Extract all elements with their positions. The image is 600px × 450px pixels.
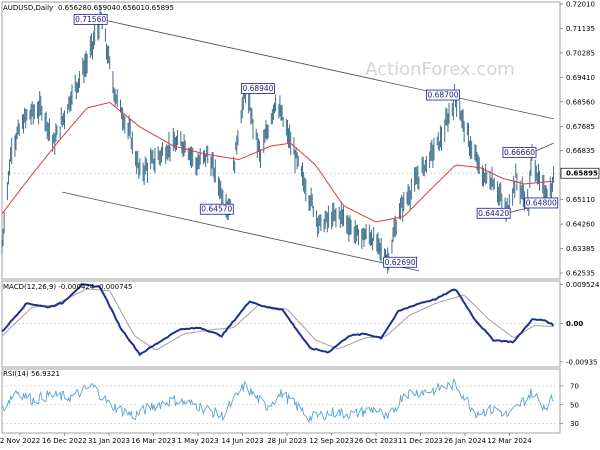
trendline-channel-top (101, 18, 554, 120)
rsi-title: RSI(14) 56.9321 (3, 370, 60, 378)
x-tick-label: 16 Dec 2022 (42, 437, 87, 445)
price-tick-label: 0.71135 (566, 25, 595, 33)
annotation-label: 0.64420 (478, 209, 509, 218)
annotation-box (476, 207, 511, 219)
rsi-tick-label: 50 (570, 401, 579, 409)
macd-tick-label: 0.009524 (566, 281, 600, 289)
ohlc-high: 0.65904 (87, 4, 116, 12)
macd-tick-label: 0.00 (566, 320, 583, 328)
x-tick-label: 28 Jul 2023 (267, 437, 307, 445)
annotation-box (502, 147, 537, 158)
macd-signal-line (1, 288, 554, 351)
x-tick-label: 11 Dec 2023 (398, 437, 443, 445)
price-tick-label: 0.62535 (566, 270, 595, 278)
chart-symbol: AUDUSD,Daily (3, 4, 53, 12)
annotation-label: 0.64800 (526, 198, 557, 207)
x-tick-label: 31 Jan 2023 (88, 437, 130, 445)
price-tick-label: 0.67685 (566, 123, 595, 131)
x-tick-label: 26 Oct 2023 (354, 437, 397, 445)
price-tick-label: 0.69410 (566, 74, 595, 82)
watermark: ActionForex.com (365, 59, 515, 80)
x-tick-label: 12 Sep 2023 (309, 437, 353, 445)
ohlc-close: 0.65895 (145, 4, 174, 12)
macd-line (1, 283, 555, 357)
annotation-label: 0.68700 (428, 91, 459, 100)
price-tick-label: 0.68560 (566, 98, 595, 106)
annotation-label: 0.68940 (242, 84, 273, 93)
x-tick-label: 1 May 2023 (177, 437, 218, 445)
annotation-box (199, 203, 234, 215)
macd-tick-label: -0.00935 (566, 358, 597, 366)
annotation-box (383, 256, 418, 268)
macd-title: MACD(12,26,9) -0.000424 -0.000745 (3, 283, 132, 291)
last-price-box (560, 167, 600, 179)
trendline-channel-bottom (62, 191, 419, 272)
rsi-tick-label: 70 (570, 382, 579, 390)
annotation-label: 0.62690 (385, 258, 416, 267)
price-tick-label: 0.63385 (566, 245, 595, 253)
price-tick-label: 0.64260 (566, 221, 595, 229)
rsi-line (1, 378, 554, 424)
x-tick-label: 16 Mar 2023 (131, 437, 175, 445)
rsi-panel-frame (1, 368, 561, 434)
price-tick-label: 0.66835 (566, 147, 595, 155)
price-panel-frame (1, 1, 561, 280)
annotation-box (241, 83, 275, 94)
macd-panel-frame (1, 280, 561, 368)
annotation-label: 0.64570 (201, 205, 232, 214)
price-tick-label: 0.70285 (566, 49, 595, 57)
annotation-label: 0.66660 (504, 148, 535, 157)
price-tick-label: 0.72010 (566, 1, 595, 9)
annotation-box (73, 13, 108, 25)
price-tick-label: 0.65110 (566, 196, 595, 204)
annotation-label: 0.71560 (75, 15, 106, 24)
annotation-box (426, 89, 460, 101)
x-tick-label: 14 Jun 2023 (221, 437, 263, 445)
x-tick-label: 12 Mar 2024 (487, 437, 532, 445)
ohlc-low: 0.65601 (116, 4, 145, 12)
x-tick-label: 26 Jan 2024 (444, 437, 487, 445)
moving-average-line (1, 101, 554, 223)
rsi-tick-label: 30 (570, 420, 579, 428)
last-price-label: 0.65895 (566, 170, 598, 178)
x-tick-label: 2 Nov 2022 (0, 437, 40, 445)
ohlc-open: 0.65628 (58, 4, 87, 12)
annotation-box (524, 197, 559, 209)
